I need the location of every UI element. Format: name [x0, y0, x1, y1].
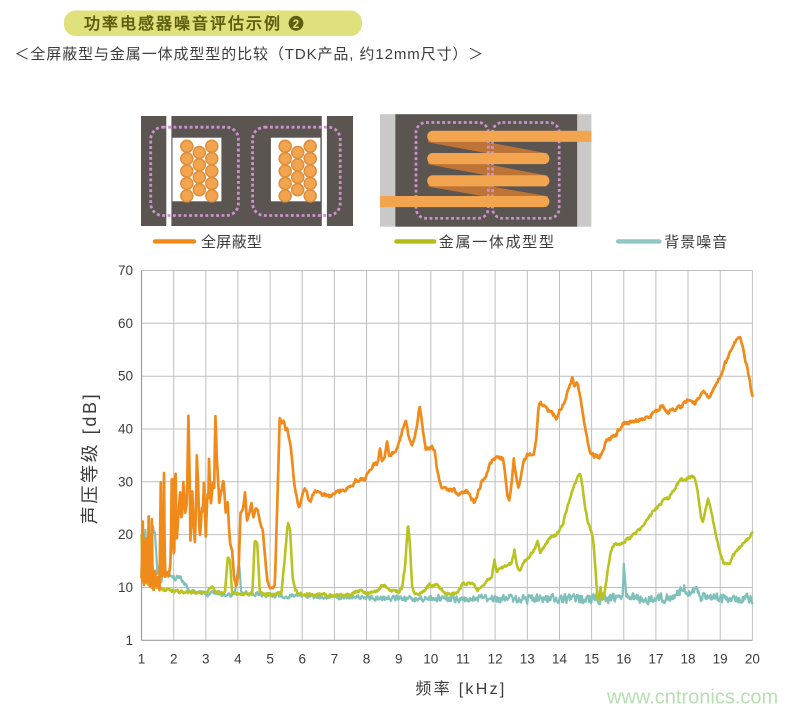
svg-text:8: 8 — [363, 652, 371, 667]
svg-text:2: 2 — [293, 19, 299, 31]
svg-text:4: 4 — [234, 652, 242, 667]
svg-text:背景噪音: 背景噪音 — [664, 234, 728, 251]
svg-text:19: 19 — [713, 652, 728, 667]
svg-text:40: 40 — [118, 422, 133, 437]
svg-text:10: 10 — [118, 580, 133, 595]
svg-text:70: 70 — [118, 263, 133, 278]
svg-text:5: 5 — [266, 652, 274, 667]
svg-text:9: 9 — [395, 652, 403, 667]
svg-text:声压等级 [dB]: 声压等级 [dB] — [80, 392, 100, 524]
svg-text:10: 10 — [423, 652, 438, 667]
svg-text:30: 30 — [118, 474, 133, 489]
svg-text:＜全屏蔽型与金属一体成型型的比较（TDK产品, 约12mm尺: ＜全屏蔽型与金属一体成型型的比较（TDK产品, 约12mm尺寸）＞ — [15, 45, 485, 63]
svg-text:14: 14 — [552, 652, 568, 667]
svg-text:6: 6 — [298, 652, 306, 667]
svg-text:60: 60 — [118, 316, 133, 331]
svg-text:16: 16 — [616, 652, 631, 667]
svg-text:7: 7 — [331, 652, 339, 667]
svg-text:50: 50 — [118, 369, 133, 384]
svg-text:www.cntronics.com: www.cntronics.com — [606, 687, 778, 709]
svg-text:1: 1 — [125, 633, 133, 648]
svg-text:20: 20 — [745, 652, 760, 667]
svg-text:金属一体成型型: 金属一体成型型 — [439, 234, 556, 251]
svg-text:全屏蔽型: 全屏蔽型 — [201, 233, 262, 251]
svg-text:频率 [kHz]: 频率 [kHz] — [415, 680, 506, 698]
svg-text:3: 3 — [202, 652, 210, 667]
svg-text:18: 18 — [680, 652, 695, 667]
svg-text:20: 20 — [118, 527, 133, 542]
svg-text:12: 12 — [488, 652, 503, 667]
svg-text:功率电感器噪音评估示例: 功率电感器噪音评估示例 — [84, 14, 282, 33]
svg-text:13: 13 — [520, 652, 535, 667]
svg-text:11: 11 — [456, 652, 470, 667]
svg-text:17: 17 — [648, 652, 663, 667]
svg-text:1: 1 — [138, 652, 146, 667]
svg-text:15: 15 — [584, 652, 599, 667]
svg-text:2: 2 — [170, 652, 178, 667]
